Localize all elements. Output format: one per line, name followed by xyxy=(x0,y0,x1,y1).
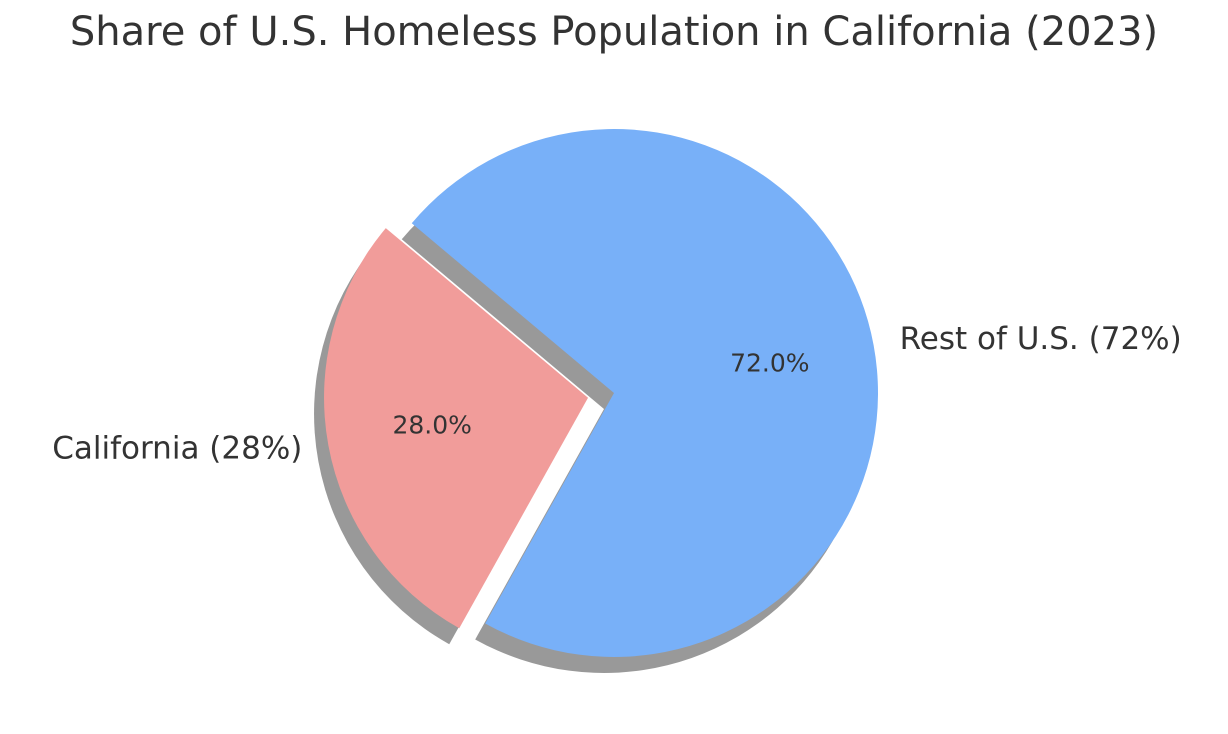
pie-slice-rest-of-u-s xyxy=(411,128,878,657)
pie-slices xyxy=(324,128,878,657)
slice-label-california: California (28%) xyxy=(52,431,302,467)
slice-percent-california: 28.0% xyxy=(392,410,471,439)
pie-labels: California (28%) 28.0% Rest of U.S. (72%) 7… xyxy=(52,321,1181,467)
pie-slice-california xyxy=(324,228,589,629)
chart-title: Share of U.S. Homeless Population in Cal… xyxy=(69,9,1159,55)
slice-percent-rest-of-u-s: 72.0% xyxy=(730,348,809,377)
slice-label-rest-of-u-s: Rest of U.S. (72%) xyxy=(900,321,1182,357)
